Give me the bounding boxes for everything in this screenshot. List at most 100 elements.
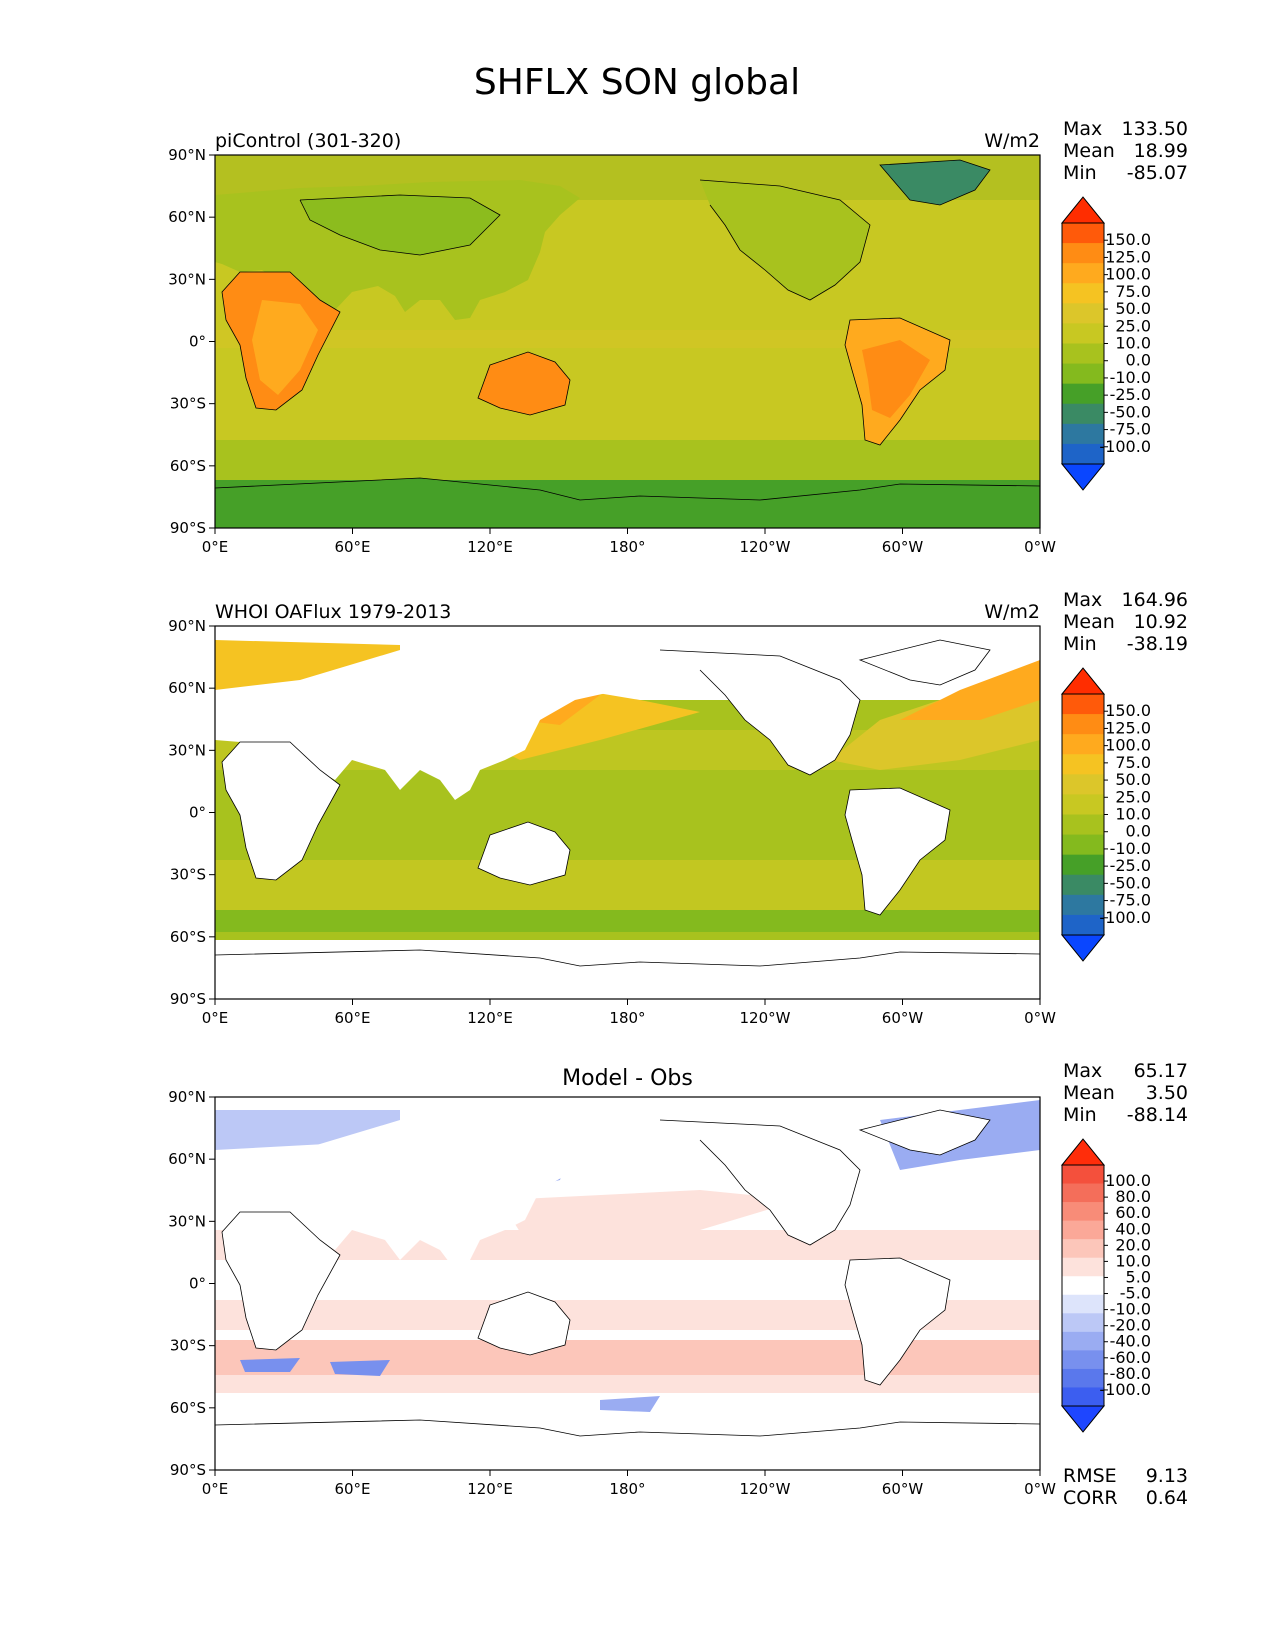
colorbar: 100.080.060.040.020.010.05.0-5.0-10.0-20… — [1060, 1138, 1151, 1433]
stat-label: Min — [1063, 162, 1097, 184]
colorbar-segment — [1062, 363, 1104, 385]
panel-obs — [215, 626, 1040, 999]
lon-tick-label: 180° — [609, 1009, 645, 1027]
colorbar-segment — [1062, 1350, 1104, 1370]
colorbar-label: 10.0 — [1115, 805, 1151, 824]
lat-tick-label: 90°N — [168, 617, 206, 635]
colorbar: 150.0125.0100.075.050.025.010.00.0-10.0-… — [1060, 667, 1151, 962]
colorbar-segment — [1062, 303, 1104, 324]
lon-tick-label: 120°W — [740, 1009, 791, 1027]
colorbar-segment — [1062, 383, 1104, 405]
colorbar-label: 125.0 — [1105, 247, 1151, 266]
lat-tick-label: 90°S — [170, 519, 206, 537]
colorbar-segment — [1062, 794, 1104, 815]
colorbar-segment — [1062, 443, 1104, 465]
colorbar-segment — [1062, 714, 1104, 735]
colorbar-label: 0.0 — [1126, 822, 1151, 841]
panel-2-axes: 90°N 60°N 30°N 0° 30°S 60°S 90°S0°E 60°E 120°E 18… — [168, 1060, 1188, 1509]
lon-tick-label: 60°E — [334, 1480, 370, 1498]
lat-tick-label: 0° — [189, 1275, 206, 1293]
colorbar-extend-min — [1060, 1405, 1106, 1433]
lon-tick-label: 0°W — [1024, 1480, 1056, 1498]
colorbar-label: 50.0 — [1115, 770, 1151, 789]
colorbar-label: 40.0 — [1115, 1219, 1151, 1238]
colorbar-label: -100.0 — [1099, 437, 1151, 456]
colorbar-segment — [1062, 243, 1104, 264]
colorbar-segment — [1062, 874, 1104, 896]
panel-0-axes: 90°N 60°N 30°N 0° 30°S 60°S 90°S0°E 60°E 120°E 18… — [168, 118, 1188, 556]
stat-value: -38.19 — [1127, 633, 1188, 655]
colorbar: 150.0125.0100.075.050.025.010.00.0-10.0-… — [1060, 196, 1151, 491]
lat-tick-label: 90°S — [170, 990, 206, 1008]
colorbar-label: 50.0 — [1115, 299, 1151, 318]
lon-tick-label: 0°W — [1024, 538, 1056, 556]
panel-left-label: WHOI OAFlux 1979-2013 — [215, 601, 451, 623]
colorbar-label: 60.0 — [1115, 1203, 1151, 1222]
figure-title: SHFLX SON global — [474, 62, 800, 103]
colorbar-label: -60.0 — [1110, 1348, 1151, 1367]
lon-tick-label: 0°E — [202, 1009, 229, 1027]
lon-tick-label: 60°E — [334, 1009, 370, 1027]
colorbar-segment — [1062, 1331, 1104, 1351]
colorbar-extend-max — [1060, 667, 1106, 695]
colorbar-label: -100.0 — [1099, 908, 1151, 927]
colorbar-label: -25.0 — [1110, 385, 1151, 404]
panel-units: W/m2 — [984, 601, 1040, 623]
colorbar-label: -40.0 — [1110, 1332, 1151, 1351]
colorbar-label: -100.0 — [1099, 1380, 1151, 1399]
panel-diff — [215, 1097, 1040, 1470]
stat-value: 65.17 — [1134, 1060, 1188, 1082]
colorbar-label: 20.0 — [1115, 1235, 1151, 1254]
colorbar-label: 0.0 — [1126, 351, 1151, 370]
lon-tick-label: 0°E — [202, 1480, 229, 1498]
colorbar-extend-min — [1060, 463, 1106, 491]
colorbar-label: -5.0 — [1120, 1284, 1151, 1303]
colorbar-label: 150.0 — [1105, 701, 1151, 720]
lon-tick-label: 60°W — [882, 1480, 924, 1498]
lat-tick-label: 90°N — [168, 146, 206, 164]
colorbar-segment — [1062, 343, 1104, 365]
land-mask — [215, 1110, 1040, 1470]
colorbar-segment — [1062, 894, 1104, 916]
colorbar-label: -50.0 — [1110, 873, 1151, 892]
coastlines — [215, 639, 1040, 967]
stat-value: 18.99 — [1134, 140, 1188, 162]
panel-center-label: Model - Obs — [562, 1066, 693, 1091]
lat-tick-label: 30°N — [168, 1212, 206, 1230]
lon-tick-label: 0°W — [1024, 1009, 1056, 1027]
panel-model — [215, 155, 1040, 528]
stat-label: Min — [1063, 1104, 1097, 1126]
stat-label: Max — [1063, 589, 1102, 611]
lat-tick-label: 90°S — [170, 1461, 206, 1479]
extra-stat-value: 9.13 — [1146, 1465, 1188, 1487]
colorbar-segment — [1062, 1276, 1104, 1296]
colorbar-label: 5.0 — [1126, 1267, 1151, 1286]
lat-tick-label: 30°N — [168, 270, 206, 288]
lon-tick-label: 60°W — [882, 538, 924, 556]
colorbar-label: 100.0 — [1105, 1171, 1151, 1190]
colorbar-label: 80.0 — [1115, 1187, 1151, 1206]
colorbar-segment — [1062, 914, 1104, 936]
stat-label: Mean — [1063, 1082, 1115, 1104]
colorbar-label: 75.0 — [1115, 282, 1151, 301]
lon-tick-label: 120°E — [467, 1009, 513, 1027]
colorbar-segment — [1062, 283, 1104, 304]
lat-tick-label: 60°S — [170, 928, 206, 946]
colorbar-segment — [1062, 323, 1104, 344]
stat-value: -88.14 — [1127, 1104, 1188, 1126]
stat-value: 3.50 — [1146, 1082, 1188, 1104]
lat-tick-label: 30°S — [170, 395, 206, 413]
map-field — [215, 626, 1040, 999]
colorbar-label: -25.0 — [1110, 856, 1151, 875]
lon-tick-label: 180° — [609, 1480, 645, 1498]
colorbar-segment — [1062, 694, 1104, 715]
lon-tick-label: 120°W — [740, 1480, 791, 1498]
lat-tick-label: 30°S — [170, 1337, 206, 1355]
colorbar-label: 100.0 — [1105, 265, 1151, 284]
colorbar-label: 10.0 — [1115, 334, 1151, 353]
colorbar-extend-min — [1060, 934, 1106, 962]
stat-value: -85.07 — [1127, 162, 1188, 184]
colorbar-label: -20.0 — [1110, 1316, 1151, 1335]
colorbar-segment — [1062, 423, 1104, 445]
